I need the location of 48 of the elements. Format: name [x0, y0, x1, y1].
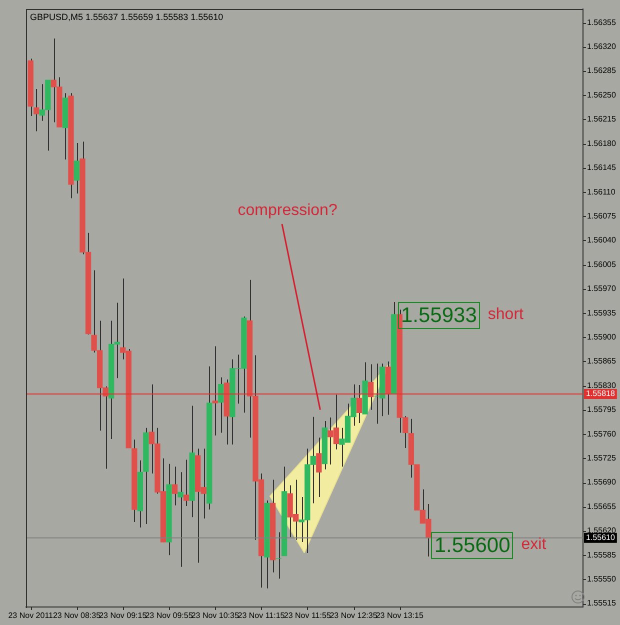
- y-tick-label: 1.56180: [587, 138, 616, 148]
- y-tick-label: 1.55585: [587, 550, 616, 560]
- y-tick-label: 1.55725: [587, 454, 616, 463]
- annotation: 1.55933: [398, 302, 480, 329]
- candlestick: [172, 466, 178, 506]
- candlestick: [74, 142, 80, 194]
- candlestick: [356, 384, 362, 424]
- y-tick-label: 1.56250: [587, 90, 616, 100]
- y-tick-label: 1.55690: [587, 478, 616, 487]
- y-tick-label: 1.55550: [587, 574, 616, 584]
- annotation: 1.55600: [431, 532, 514, 560]
- y-tick-label: 1.55655: [587, 502, 616, 511]
- y-tick-label: 1.55900: [587, 332, 616, 342]
- candlestick: [368, 364, 374, 410]
- annotation: compression?: [238, 202, 338, 220]
- y-tick-label: 1.55830: [587, 380, 616, 390]
- y-tick-label: 1.55515: [587, 598, 616, 608]
- candlestick: [218, 376, 224, 434]
- y-tick-label: 1.55865: [587, 356, 616, 366]
- candlestick: [316, 437, 322, 498]
- y-tick-label: 1.56005: [587, 260, 616, 269]
- ref-line-label: 1.55818: [586, 389, 616, 398]
- y-tick-label: 1.56355: [587, 18, 616, 27]
- x-tick-label: 23 Nov 09:55: [145, 611, 194, 620]
- x-tick-label: 23 Nov 11:55: [284, 611, 332, 620]
- y-tick-label: 1.55760: [587, 429, 616, 438]
- y-tick-label: 1.56040: [587, 236, 616, 245]
- chart-title: GBPUSD,M5 1.55637 1.55659 1.55583 1.55610: [30, 12, 224, 22]
- y-tick-label: 1.56145: [587, 163, 616, 172]
- y-tick-label: 1.56215: [587, 114, 616, 124]
- x-tick-label: 23 Nov 11:15: [238, 611, 286, 620]
- y-tick-label: 1.55795: [587, 405, 616, 414]
- x-tick-label: 23 Nov 2011: [8, 611, 54, 620]
- y-tick-label: 1.55970: [587, 284, 616, 294]
- x-tick-label: 23 Nov 10:35: [191, 611, 240, 620]
- y-tick-label: 1.56285: [587, 66, 616, 76]
- annotation: short: [488, 306, 524, 324]
- y-tick-label: 1.55935: [587, 308, 616, 318]
- x-tick-label: 23 Nov 12:35: [330, 611, 378, 620]
- candlestick: [212, 346, 218, 436]
- annotation: exit: [521, 536, 546, 554]
- ref-line-label: 1.55610: [586, 533, 616, 542]
- x-tick-label: 23 Nov 09:15: [99, 611, 148, 620]
- x-tick-label: 23 Nov 13:15: [376, 611, 424, 620]
- y-tick-label: 1.56110: [587, 187, 616, 196]
- y-tick-label: 1.56075: [587, 211, 616, 220]
- y-tick-label: 1.56320: [587, 42, 616, 52]
- y-tick-label: 1.55620: [587, 526, 616, 536]
